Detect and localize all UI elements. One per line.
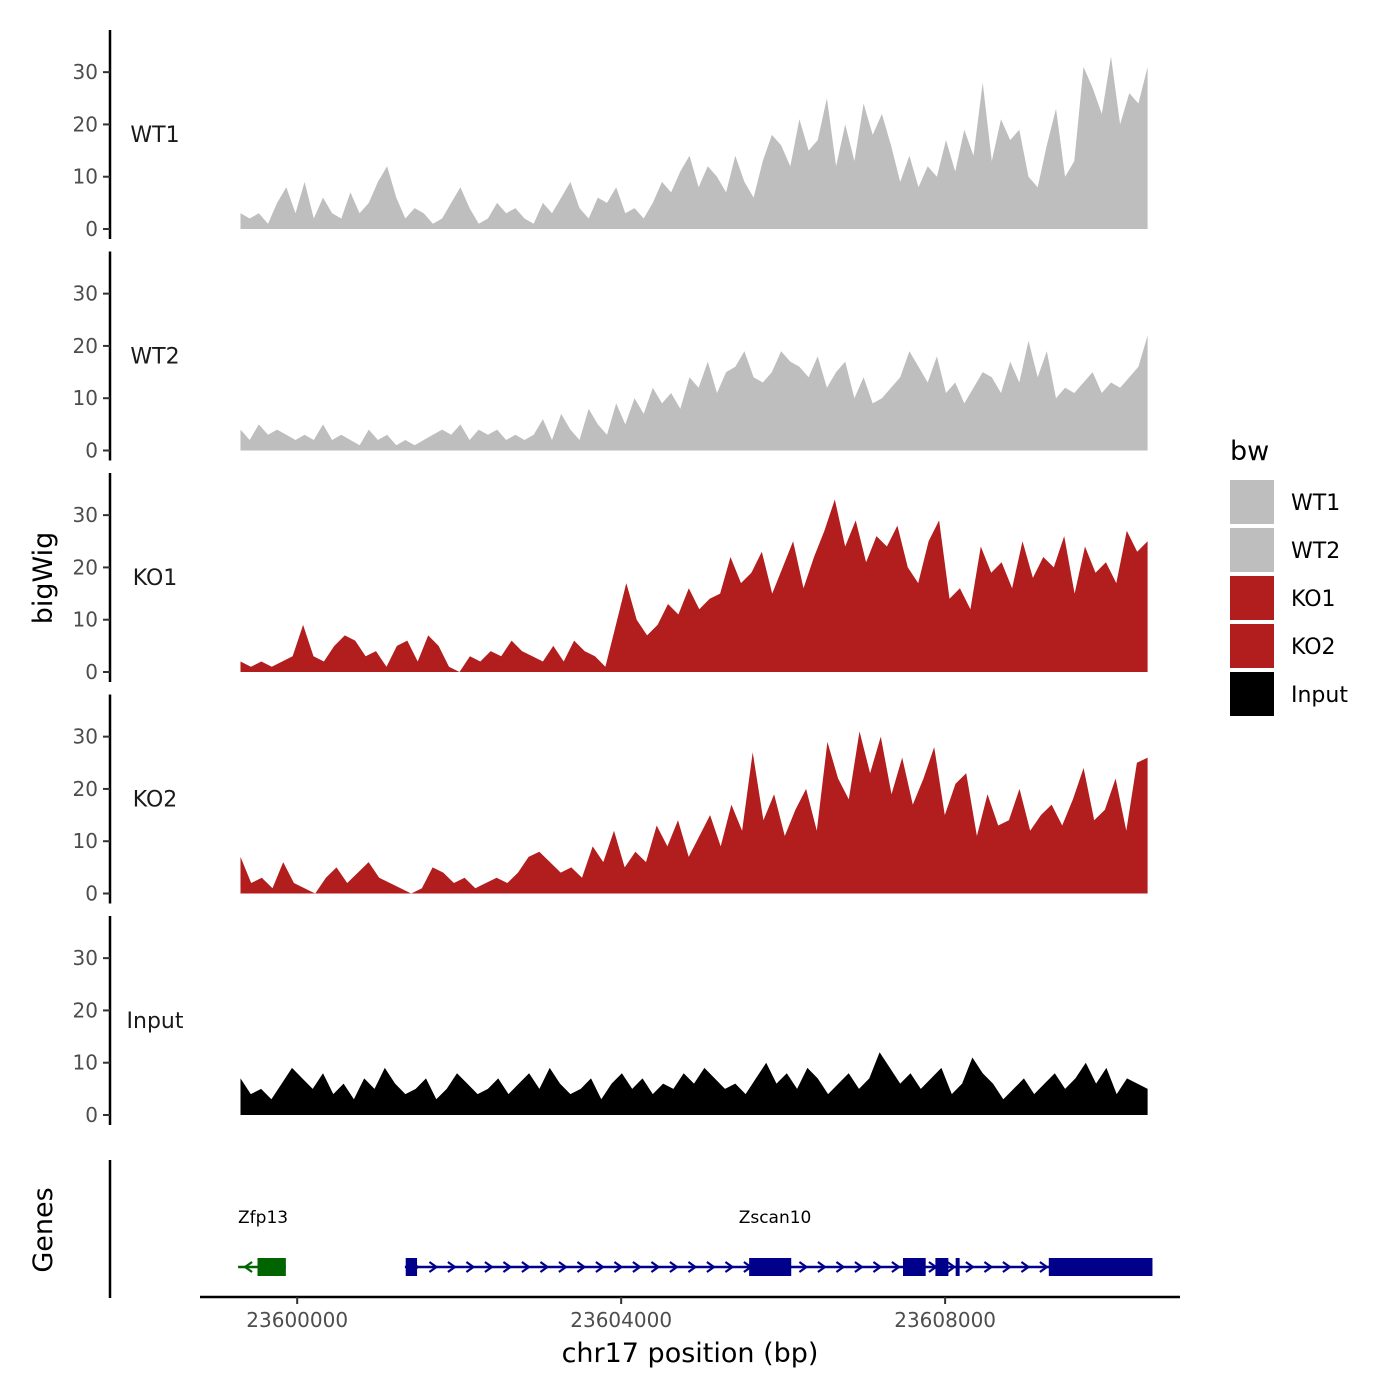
strand-chevron <box>724 1261 735 1273</box>
y-tick-label: 20 <box>73 998 98 1022</box>
legend: bw WT1 WT2 KO1 KO2 Input <box>1230 436 1348 716</box>
y-tick-label: 10 <box>73 829 98 853</box>
strand-chevron <box>558 1261 568 1273</box>
track-ko1: 0 10 20 30 KO1 <box>73 473 1148 684</box>
x-tick-label: 23604000 <box>570 1308 672 1332</box>
gene-zscan10: Zscan10 <box>404 1208 1153 1276</box>
strand-chevron <box>835 1261 846 1273</box>
strand-chevron <box>502 1261 513 1273</box>
legend-key-input <box>1230 672 1274 716</box>
strand-chevron <box>595 1261 605 1273</box>
y-tick-label: 20 <box>73 777 98 801</box>
y-tick-label: 20 <box>73 112 98 136</box>
track-label-wt2: WT2 <box>130 345 179 370</box>
legend-label-ko2: KO2 <box>1291 635 1336 660</box>
tracks-layer: 0 10 20 30 WT1 0 10 20 30 WT2 0 10 20 30 KO1 0 10 20 30 KO2… <box>73 30 1148 1127</box>
legend-key-wt1 <box>1230 480 1274 524</box>
y-tick-label: 0 <box>85 1103 98 1127</box>
y-tick-label: 10 <box>73 386 98 410</box>
x-axis: 23600000 23604000 23608000 <box>200 1295 1180 1332</box>
track-label-wt1: WT1 <box>130 123 179 148</box>
track-wt2: 0 10 20 30 WT2 <box>73 251 1148 463</box>
y-axis-title: bigWig <box>28 532 59 625</box>
strand-chevron <box>872 1261 883 1273</box>
coverage-area-ko1 <box>240 499 1148 672</box>
gene-exon <box>405 1258 418 1276</box>
strand-chevron <box>1002 1261 1012 1273</box>
legend-key-wt2 <box>1230 528 1274 572</box>
coverage-area-wt1 <box>240 56 1148 229</box>
y-tick-label: 0 <box>85 217 98 241</box>
strand-chevron <box>447 1261 457 1273</box>
y-tick-label: 0 <box>85 439 98 463</box>
strand-chevron <box>539 1261 550 1273</box>
strand-chevron <box>650 1261 661 1273</box>
strand-chevron <box>576 1261 587 1273</box>
strand-chevron <box>1039 1261 1049 1273</box>
strand-chevron <box>706 1261 716 1273</box>
legend-key-ko2 <box>1230 624 1274 668</box>
strand-chevron <box>521 1261 531 1273</box>
strand-chevron <box>484 1261 494 1273</box>
gene-zfp13: Zfp13 <box>238 1208 288 1276</box>
legend-label-input: Input <box>1291 683 1348 708</box>
strand-chevron <box>891 1261 901 1273</box>
strand-chevron <box>632 1261 642 1273</box>
y-tick-label: 10 <box>73 608 98 632</box>
y-tick-label: 30 <box>73 946 98 970</box>
strand-chevron <box>854 1261 864 1273</box>
y-tick-label: 30 <box>73 282 98 306</box>
x-tick-label: 23600000 <box>246 1308 348 1332</box>
strand-chevron <box>687 1261 698 1273</box>
y-tick-label: 10 <box>73 1051 98 1075</box>
gene-exon <box>955 1258 960 1276</box>
y-tick-label: 20 <box>73 555 98 579</box>
strand-chevron <box>1020 1261 1031 1273</box>
track-ko2: 0 10 20 30 KO2 <box>73 694 1148 906</box>
gene-exon <box>749 1258 792 1276</box>
y-tick-label: 0 <box>85 660 98 684</box>
y-tick-label: 30 <box>73 503 98 527</box>
gene-exon <box>935 1258 949 1276</box>
y-tick-label: 20 <box>73 334 98 358</box>
x-axis-title: chr17 position (bp) <box>562 1338 819 1369</box>
legend-label-ko1: KO1 <box>1291 587 1336 612</box>
gene-exon <box>1048 1258 1153 1276</box>
track-label-ko1: KO1 <box>133 566 178 591</box>
strand-chevron <box>243 1261 253 1273</box>
gene-exon <box>903 1258 926 1276</box>
x-tick-label: 23608000 <box>894 1308 996 1332</box>
strand-chevron <box>965 1261 975 1273</box>
genes-axis-title: Genes <box>28 1187 59 1272</box>
strand-chevron <box>613 1261 624 1273</box>
gene-exon <box>257 1258 286 1276</box>
track-input: 0 10 20 30 Input <box>73 916 1148 1127</box>
genes-layer: Zfp13 Zscan10 <box>108 1160 1153 1298</box>
legend-key-ko1 <box>1230 576 1274 620</box>
strand-chevron <box>428 1261 439 1273</box>
strand-chevron <box>669 1261 679 1273</box>
y-tick-label: 10 <box>73 165 98 189</box>
coverage-area-ko2 <box>240 731 1148 894</box>
legend-label-wt2: WT2 <box>1291 539 1340 564</box>
y-tick-label: 0 <box>85 882 98 906</box>
y-tick-label: 30 <box>73 60 98 84</box>
gene-label: Zfp13 <box>238 1208 288 1228</box>
legend-label-wt1: WT1 <box>1291 491 1340 516</box>
track-label-input: Input <box>127 1009 184 1034</box>
strand-chevron <box>817 1261 827 1273</box>
legend-title: bw <box>1230 436 1269 467</box>
track-wt1: 0 10 20 30 WT1 <box>73 30 1148 241</box>
strand-chevron <box>983 1261 994 1273</box>
gene-label: Zscan10 <box>739 1208 812 1228</box>
strand-chevron <box>798 1261 809 1273</box>
y-tick-label: 30 <box>73 725 98 749</box>
strand-chevron <box>465 1261 476 1273</box>
track-label-ko2: KO2 <box>133 788 178 813</box>
strand-chevron <box>946 1261 957 1273</box>
coverage-area-input <box>240 1052 1148 1115</box>
coverage-area-wt2 <box>240 335 1148 451</box>
